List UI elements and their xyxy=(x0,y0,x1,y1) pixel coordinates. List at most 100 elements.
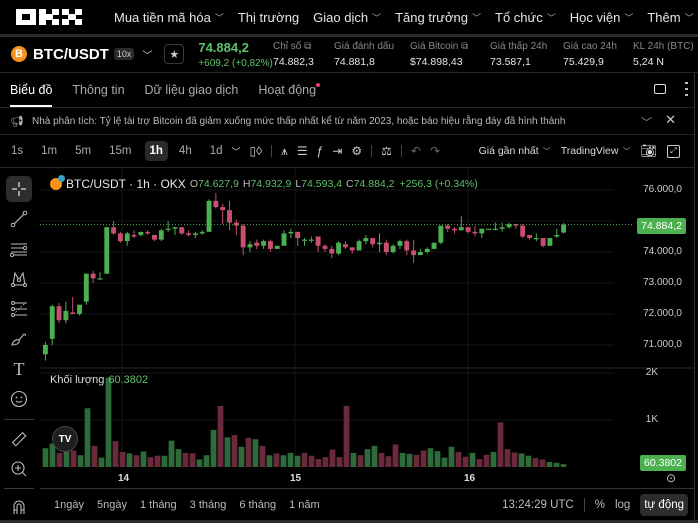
settings-gear-icon[interactable]: ⚙ xyxy=(351,144,363,158)
nav-item-academy[interactable]: Học viện ﹀ xyxy=(569,9,634,25)
emoji-tool-icon[interactable] xyxy=(8,388,30,410)
timeframe-1m[interactable]: 1m xyxy=(41,145,58,157)
timeframe-4h[interactable]: 4h xyxy=(178,145,192,157)
ohlc-change: +256,3 (+0.34%) xyxy=(399,178,478,190)
tab-bar: Biểu đồ Thông tin Dữ liệu giao dịch Hoạt… xyxy=(0,73,698,107)
tab-trading-data[interactable]: Dữ liệu giao dịch xyxy=(144,83,239,97)
magnet-icon[interactable] xyxy=(8,496,30,518)
pattern-tool-icon[interactable] xyxy=(8,268,30,290)
percent-scale-button[interactable]: % xyxy=(594,499,605,511)
trendline-tool-icon[interactable] xyxy=(8,208,30,230)
utc-clock[interactable]: 13:24:29 UTC xyxy=(502,499,574,511)
chevron-down-icon: ﹀ xyxy=(684,12,694,23)
tab-activity[interactable]: Hoạt động xyxy=(258,73,321,107)
ohlc-open: 74.627,9 xyxy=(197,178,239,190)
window-layout-icon[interactable] xyxy=(654,84,666,94)
volume-legend: Khối lượng 60.3802 xyxy=(50,374,149,386)
time-axis[interactable]: 14 15 16 ⊙ xyxy=(40,468,694,488)
star-icon: ★ xyxy=(169,48,180,61)
chart-legend: BTC/USDT · 1h · OKX O 74.627,9 H 74.932,9 … xyxy=(50,175,478,191)
log-scale-button[interactable]: log xyxy=(614,499,631,511)
range-3m[interactable]: 3 tháng xyxy=(189,499,227,511)
price-block: 74.884,2 +609,2 (+0,82%) xyxy=(198,40,273,69)
pair-selector-chevron-icon[interactable]: ﹀ xyxy=(142,50,153,62)
range-1d[interactable]: 1ngày xyxy=(54,499,84,511)
candlestick-canvas[interactable] xyxy=(40,168,694,468)
pair-name[interactable]: BTC/USDT xyxy=(33,45,109,63)
top-nav: Mua tiền mã hóa ﹀ Thị trường Giao dịch ﹀ T… xyxy=(0,0,698,34)
nav-item-more[interactable]: Thêm ﹀ xyxy=(647,9,694,25)
auto-scale-button[interactable]: tự động xyxy=(640,494,688,516)
toolbar-divider xyxy=(271,145,273,157)
nav-item-buy-crypto[interactable]: Mua tiền mã hóa ﹀ xyxy=(114,9,224,25)
chevron-down-icon: ﹀ xyxy=(214,12,224,23)
stat-index[interactable]: Chỉ số ⧉ 74.882,3 xyxy=(273,41,314,68)
range-bar: 1ngày 5ngày 1 tháng 3 tháng 6 tháng 1 nă… xyxy=(40,489,694,521)
megaphone-icon: 📢︎ xyxy=(10,115,24,128)
favorite-star-button[interactable]: ★ xyxy=(164,44,185,64)
indicator-list-icon[interactable]: ☰ xyxy=(296,144,308,158)
brush-tool-icon[interactable] xyxy=(8,328,30,350)
nav-item-markets[interactable]: Thị trường xyxy=(237,9,300,25)
zoom-in-icon[interactable] xyxy=(8,458,30,480)
undo-icon[interactable]: ↶ xyxy=(410,144,421,158)
time-axis-label: 16 xyxy=(464,473,476,484)
news-banner[interactable]: 📢︎ Nhà phân tích: Tỷ lệ tài trợ Bitcoin … xyxy=(0,108,694,134)
chart-toolbar: 1s 1m 5m 15m 1h 4h 1d ﹀ ▯◊ ⩚ ☰ ƒ ⇥ ⚙ ⚖ ↶… xyxy=(0,135,694,167)
range-1y[interactable]: 1 năm xyxy=(289,499,320,511)
divider xyxy=(0,167,694,168)
current-price-tag: 74.884,2 xyxy=(637,218,686,234)
news-text[interactable]: Nhà phân tích: Tỷ lệ tài trợ Bitcoin đã … xyxy=(31,115,566,127)
indicators-icon[interactable]: ⩚ xyxy=(281,143,288,158)
divider xyxy=(40,488,694,489)
chevron-down-icon: ﹀ xyxy=(542,147,551,156)
chevron-down-icon: ﹀ xyxy=(372,12,382,23)
okx-logo[interactable] xyxy=(16,9,82,25)
redo-icon[interactable]: ↷ xyxy=(429,144,441,158)
camera-icon[interactable]: 📷︎ xyxy=(640,143,657,158)
timeframe-1d[interactable]: 1d xyxy=(209,145,223,157)
nav-item-grow[interactable]: Tăng trưởng ﹀ xyxy=(395,9,481,25)
nav-item-institutional[interactable]: Tổ chức ﹀ xyxy=(495,9,556,25)
crosshair-tool-icon[interactable] xyxy=(6,176,32,202)
bottom-border xyxy=(0,520,698,523)
range-6m[interactable]: 6 tháng xyxy=(239,499,277,511)
text-tool-icon[interactable]: T xyxy=(13,358,25,379)
last-price: 74.884,2 xyxy=(198,39,249,55)
volume-tag: 60.3802 xyxy=(640,455,686,471)
stat-mark-price: Giá đánh dấu 74.881,8 xyxy=(334,41,395,68)
timeframe-5m[interactable]: 5m xyxy=(75,145,92,157)
range-5d[interactable]: 5ngày xyxy=(96,499,127,511)
divider xyxy=(0,107,694,108)
tab-info[interactable]: Thông tin xyxy=(72,83,125,97)
compare-scale-icon[interactable]: ⚖ xyxy=(381,144,392,158)
timeframe-1s[interactable]: 1s xyxy=(11,145,24,157)
tab-chart[interactable]: Biểu đồ xyxy=(10,73,53,107)
horizontal-lines-tool-icon[interactable] xyxy=(8,238,30,260)
timeframe-1h[interactable]: 1h xyxy=(144,141,168,161)
close-icon[interactable]: ✕ xyxy=(665,112,676,127)
stat-bitcoin-price[interactable]: Giá Bitcoin ⧉ $74.898,43 xyxy=(410,41,469,68)
tool-divider xyxy=(4,419,34,420)
price-axis-label: 72.000,0 xyxy=(643,308,682,319)
price-chart[interactable]: BTC/USDT · 1h · OKX O 74.627,9 H 74.932,9 … xyxy=(40,168,694,471)
function-icon[interactable]: ƒ xyxy=(316,144,324,158)
timeframe-dropdown-chevron-icon[interactable]: ﹀ xyxy=(231,146,241,157)
tradingview-logo[interactable]: TV xyxy=(52,426,78,452)
expand-chevron-icon[interactable]: ﹀ xyxy=(641,117,652,129)
more-menu-icon[interactable] xyxy=(685,82,688,96)
axis-settings-icon[interactable]: ⊙ xyxy=(665,471,676,485)
fibonacci-tool-icon[interactable] xyxy=(8,298,30,320)
chart-engine-dropdown[interactable]: TradingView ﹀ xyxy=(560,145,631,157)
nav-divider-bar xyxy=(0,34,698,37)
timeframe-15m[interactable]: 15m xyxy=(109,145,132,157)
replay-icon[interactable]: ⇥ xyxy=(332,144,343,158)
stat-24h-volume: KL 24h (BTC) 5,24 N xyxy=(633,41,694,68)
fullscreen-icon[interactable]: ⤢ xyxy=(667,144,680,158)
nav-item-trade[interactable]: Giao dịch ﹀ xyxy=(313,9,382,25)
price-source-dropdown[interactable]: Giá gần nhất ﹀ xyxy=(478,145,551,157)
ruler-measure-icon[interactable] xyxy=(8,428,30,450)
range-1m[interactable]: 1 tháng xyxy=(139,499,177,511)
price-axis-label: 74.000,0 xyxy=(643,246,682,257)
candle-type-icon[interactable]: ▯◊ xyxy=(249,144,263,158)
